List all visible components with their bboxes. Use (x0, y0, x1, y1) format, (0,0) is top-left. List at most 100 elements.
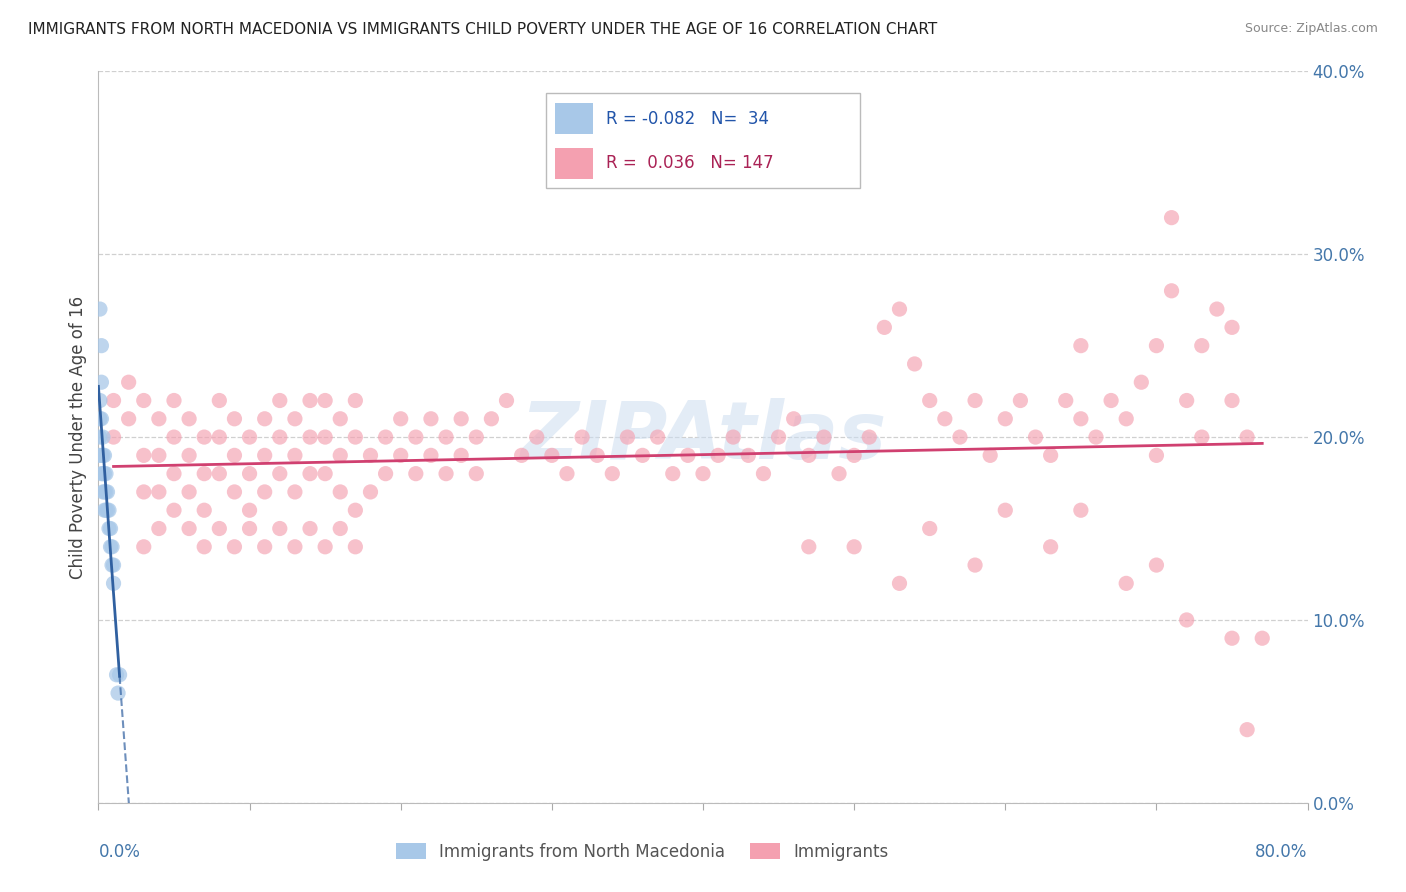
Point (299, 467, 322, 481)
Point (224, 412, 246, 426)
Point (1191, 430, 1213, 444)
Point (329, 521, 352, 535)
Point (253, 412, 276, 426)
Point (405, 467, 427, 481)
Point (344, 503, 367, 517)
Point (163, 430, 186, 444)
Point (540, 448, 562, 462)
Point (148, 521, 170, 535)
Point (526, 430, 548, 444)
Point (314, 393, 336, 408)
Point (1206, 301, 1229, 317)
Point (344, 430, 367, 444)
Point (723, 430, 745, 444)
Point (103, 558, 125, 573)
Point (389, 412, 412, 426)
Point (208, 430, 231, 444)
Point (101, 558, 124, 573)
Point (344, 393, 367, 408)
Point (405, 430, 427, 444)
Point (1236, 430, 1258, 444)
Point (1115, 412, 1137, 426)
Point (420, 412, 443, 426)
Point (965, 393, 987, 408)
Point (676, 448, 699, 462)
Point (571, 430, 593, 444)
Point (269, 430, 291, 444)
Point (163, 393, 186, 408)
Point (94, 503, 117, 517)
Point (132, 448, 155, 462)
Point (132, 485, 155, 500)
Point (1054, 393, 1077, 408)
Point (90, 448, 112, 462)
Point (329, 412, 352, 426)
Text: 80.0%: 80.0% (1256, 843, 1308, 861)
Point (344, 540, 367, 554)
Point (1144, 558, 1167, 573)
Point (299, 521, 322, 535)
Point (1144, 338, 1167, 352)
Point (904, 357, 927, 371)
Point (193, 503, 215, 517)
Point (193, 430, 215, 444)
Point (1160, 284, 1182, 298)
Point (1085, 430, 1108, 444)
Point (647, 430, 669, 444)
Point (707, 448, 730, 462)
Text: 0.0%: 0.0% (98, 843, 141, 861)
Point (148, 448, 170, 462)
Point (208, 393, 231, 408)
Point (239, 521, 262, 535)
Point (965, 558, 987, 573)
Point (101, 540, 124, 554)
Point (768, 430, 790, 444)
Point (105, 667, 128, 681)
Point (224, 448, 246, 462)
Point (89, 393, 111, 408)
Point (1070, 412, 1092, 426)
Point (1070, 338, 1092, 352)
Point (661, 467, 683, 481)
Point (89, 430, 111, 444)
Point (91, 467, 114, 481)
Point (889, 301, 911, 317)
Point (208, 467, 231, 481)
Point (813, 430, 835, 444)
Point (239, 430, 262, 444)
Point (828, 467, 851, 481)
Point (224, 485, 246, 500)
Point (118, 412, 141, 426)
Point (253, 448, 276, 462)
Point (284, 540, 307, 554)
Point (979, 448, 1001, 462)
Point (314, 467, 336, 481)
Point (94, 467, 117, 481)
Point (918, 393, 941, 408)
Point (284, 412, 307, 426)
Point (737, 448, 759, 462)
Point (108, 667, 131, 681)
Point (465, 430, 488, 444)
Point (481, 412, 503, 426)
Point (1039, 540, 1062, 554)
Point (1039, 448, 1062, 462)
Point (93, 467, 115, 481)
Point (132, 540, 155, 554)
Point (269, 467, 291, 481)
Point (91, 448, 114, 462)
Point (118, 375, 141, 389)
Point (1160, 211, 1182, 225)
Point (103, 576, 125, 591)
Point (434, 430, 457, 444)
Point (96, 503, 118, 517)
Point (91, 485, 114, 500)
Text: ZIPAtlas: ZIPAtlas (520, 398, 886, 476)
Point (450, 448, 472, 462)
Point (107, 686, 129, 700)
Point (510, 448, 533, 462)
Point (889, 576, 911, 591)
Point (1236, 723, 1258, 737)
Point (284, 448, 307, 462)
Point (91, 430, 114, 444)
